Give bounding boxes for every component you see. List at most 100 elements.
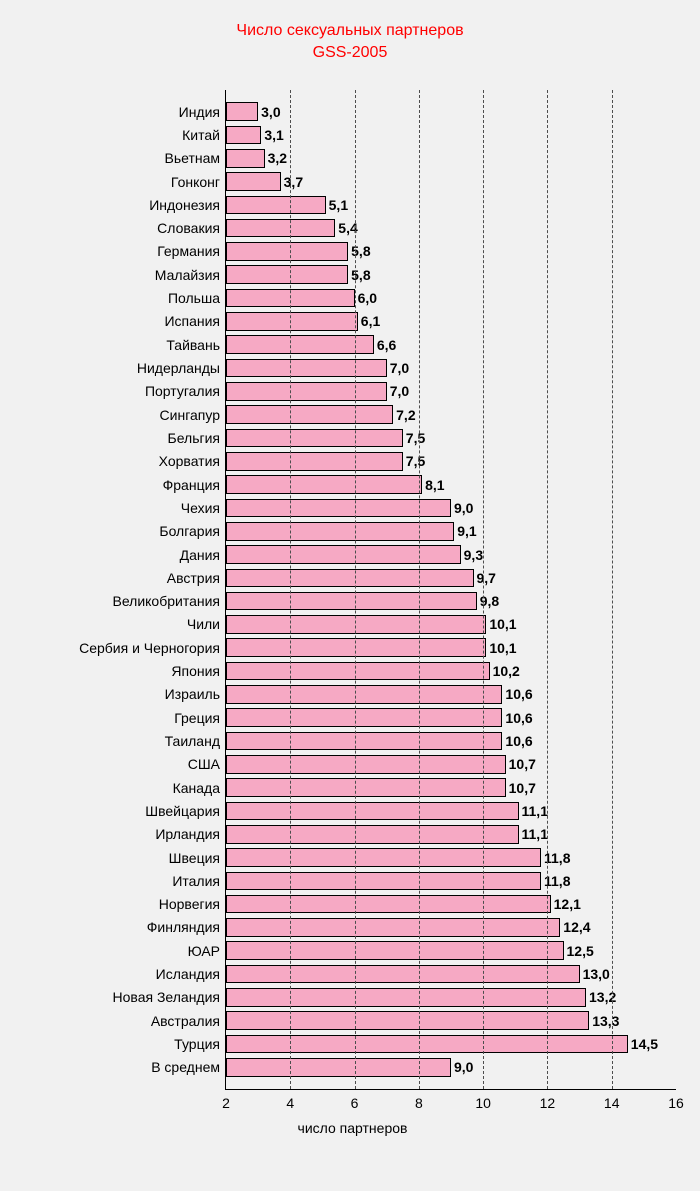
chart-row: Китай3,1 [226, 123, 676, 146]
bar-value-label: 3,2 [268, 150, 287, 166]
bar-value-label: 7,2 [396, 407, 415, 423]
bar-value-label: 10,1 [489, 640, 516, 656]
y-category-label: Турция [174, 1036, 220, 1052]
bar: 7,2 [226, 405, 393, 424]
bar-value-label: 13,3 [592, 1013, 619, 1029]
x-tick-label: 6 [351, 1095, 359, 1111]
bar-value-label: 7,0 [390, 360, 409, 376]
y-category-label: Новая Зеландия [113, 989, 220, 1005]
y-category-label: Исландия [156, 966, 220, 982]
y-category-label: Чили [187, 616, 220, 632]
y-category-label: Дания [180, 547, 220, 563]
y-category-label: Франция [163, 477, 220, 493]
chart: Индия3,0Китай3,1Вьетнам3,2Гонконг3,7Индо… [30, 90, 675, 1150]
bar: 5,8 [226, 265, 348, 284]
bar-value-label: 6,1 [361, 313, 380, 329]
bar-value-label: 9,7 [477, 570, 496, 586]
bar: 10,7 [226, 755, 506, 774]
y-category-label: ЮАР [188, 943, 220, 959]
bar-value-label: 8,1 [425, 477, 444, 493]
bar-value-label: 7,5 [406, 430, 425, 446]
grid-line [355, 90, 356, 1089]
grid-line [419, 90, 420, 1089]
chart-row: В среднем9,0 [226, 1056, 676, 1079]
bar-value-label: 3,0 [261, 104, 280, 120]
y-category-label: Греция [174, 710, 220, 726]
bar: 3,1 [226, 126, 261, 145]
bar: 10,6 [226, 732, 502, 751]
bar-value-label: 7,0 [390, 383, 409, 399]
bar: 10,1 [226, 638, 486, 657]
bar: 3,0 [226, 102, 258, 121]
chart-row: Словакия5,4 [226, 217, 676, 240]
grid-line [612, 90, 613, 1089]
y-category-label: В среднем [151, 1059, 220, 1075]
bar: 13,0 [226, 965, 580, 984]
y-category-label: Италия [172, 873, 220, 889]
y-category-label: Швейцария [145, 803, 220, 819]
bar: 12,1 [226, 895, 551, 914]
bar-value-label: 6,0 [358, 290, 377, 306]
page: Число сексуальных партнеров GSS-2005 Инд… [0, 0, 700, 1191]
y-category-label: Финляндия [147, 919, 220, 935]
chart-row: Швеция11,8 [226, 846, 676, 869]
bar-value-label: 5,1 [329, 197, 348, 213]
bar: 5,8 [226, 242, 348, 261]
chart-row: Турция14,5 [226, 1032, 676, 1055]
bar-value-label: 10,7 [509, 780, 536, 796]
chart-row: Малайзия5,8 [226, 263, 676, 286]
bar-value-label: 9,0 [454, 500, 473, 516]
bar: 11,1 [226, 825, 519, 844]
y-category-label: Австралия [151, 1013, 220, 1029]
chart-row: Португалия7,0 [226, 380, 676, 403]
y-category-label: Сингапур [160, 407, 220, 423]
x-axis-label: число партнеров [30, 1120, 675, 1136]
chart-row: Италия11,8 [226, 869, 676, 892]
bar-value-label: 9,0 [454, 1059, 473, 1075]
y-category-label: Польша [168, 290, 220, 306]
bar: 5,1 [226, 196, 326, 215]
bar: 10,2 [226, 662, 490, 681]
chart-row: Австралия13,3 [226, 1009, 676, 1032]
chart-title-line1: Число сексуальных партнеров [236, 22, 463, 39]
chart-row: Исландия13,0 [226, 962, 676, 985]
chart-row: Сингапур7,2 [226, 403, 676, 426]
y-category-label: Норвегия [159, 896, 220, 912]
y-category-label: Канада [173, 780, 220, 796]
bar-value-label: 10,2 [493, 663, 520, 679]
chart-row: Бельгия7,5 [226, 426, 676, 449]
bar: 9,3 [226, 545, 461, 564]
chart-row: Израиль10,6 [226, 683, 676, 706]
chart-row: Чили10,1 [226, 613, 676, 636]
y-category-label: Тайвань [166, 337, 220, 353]
chart-row: Индия3,0 [226, 100, 676, 123]
bar-value-label: 12,4 [563, 919, 590, 935]
y-category-label: Испания [164, 313, 220, 329]
bar-value-label: 9,1 [457, 523, 476, 539]
y-category-label: Португалия [145, 383, 220, 399]
chart-title-line2: GSS-2005 [313, 44, 388, 61]
bar: 9,1 [226, 522, 454, 541]
chart-row: Австрия9,7 [226, 566, 676, 589]
chart-row: Ирландия11,1 [226, 823, 676, 846]
chart-row: Индонезия5,1 [226, 193, 676, 216]
bar: 11,1 [226, 802, 519, 821]
chart-row: Сербия и Черногория10,1 [226, 636, 676, 659]
x-tick-label: 14 [604, 1095, 620, 1111]
bar-value-label: 14,5 [631, 1036, 658, 1052]
bar-value-label: 11,1 [522, 803, 548, 819]
bar: 8,1 [226, 475, 422, 494]
chart-row: Польша6,0 [226, 286, 676, 309]
chart-row: Греция10,6 [226, 706, 676, 729]
bar-value-label: 10,6 [505, 686, 532, 702]
chart-row: Канада10,7 [226, 776, 676, 799]
y-category-label: Хорватия [159, 453, 220, 469]
bar: 14,5 [226, 1035, 628, 1054]
bar: 9,8 [226, 592, 477, 611]
y-category-label: Словакия [157, 220, 220, 236]
bar: 10,7 [226, 778, 506, 797]
bar: 7,0 [226, 382, 387, 401]
plot-area: Индия3,0Китай3,1Вьетнам3,2Гонконг3,7Индо… [225, 90, 676, 1090]
y-category-label: Индонезия [149, 197, 220, 213]
bar-value-label: 3,1 [264, 127, 283, 143]
